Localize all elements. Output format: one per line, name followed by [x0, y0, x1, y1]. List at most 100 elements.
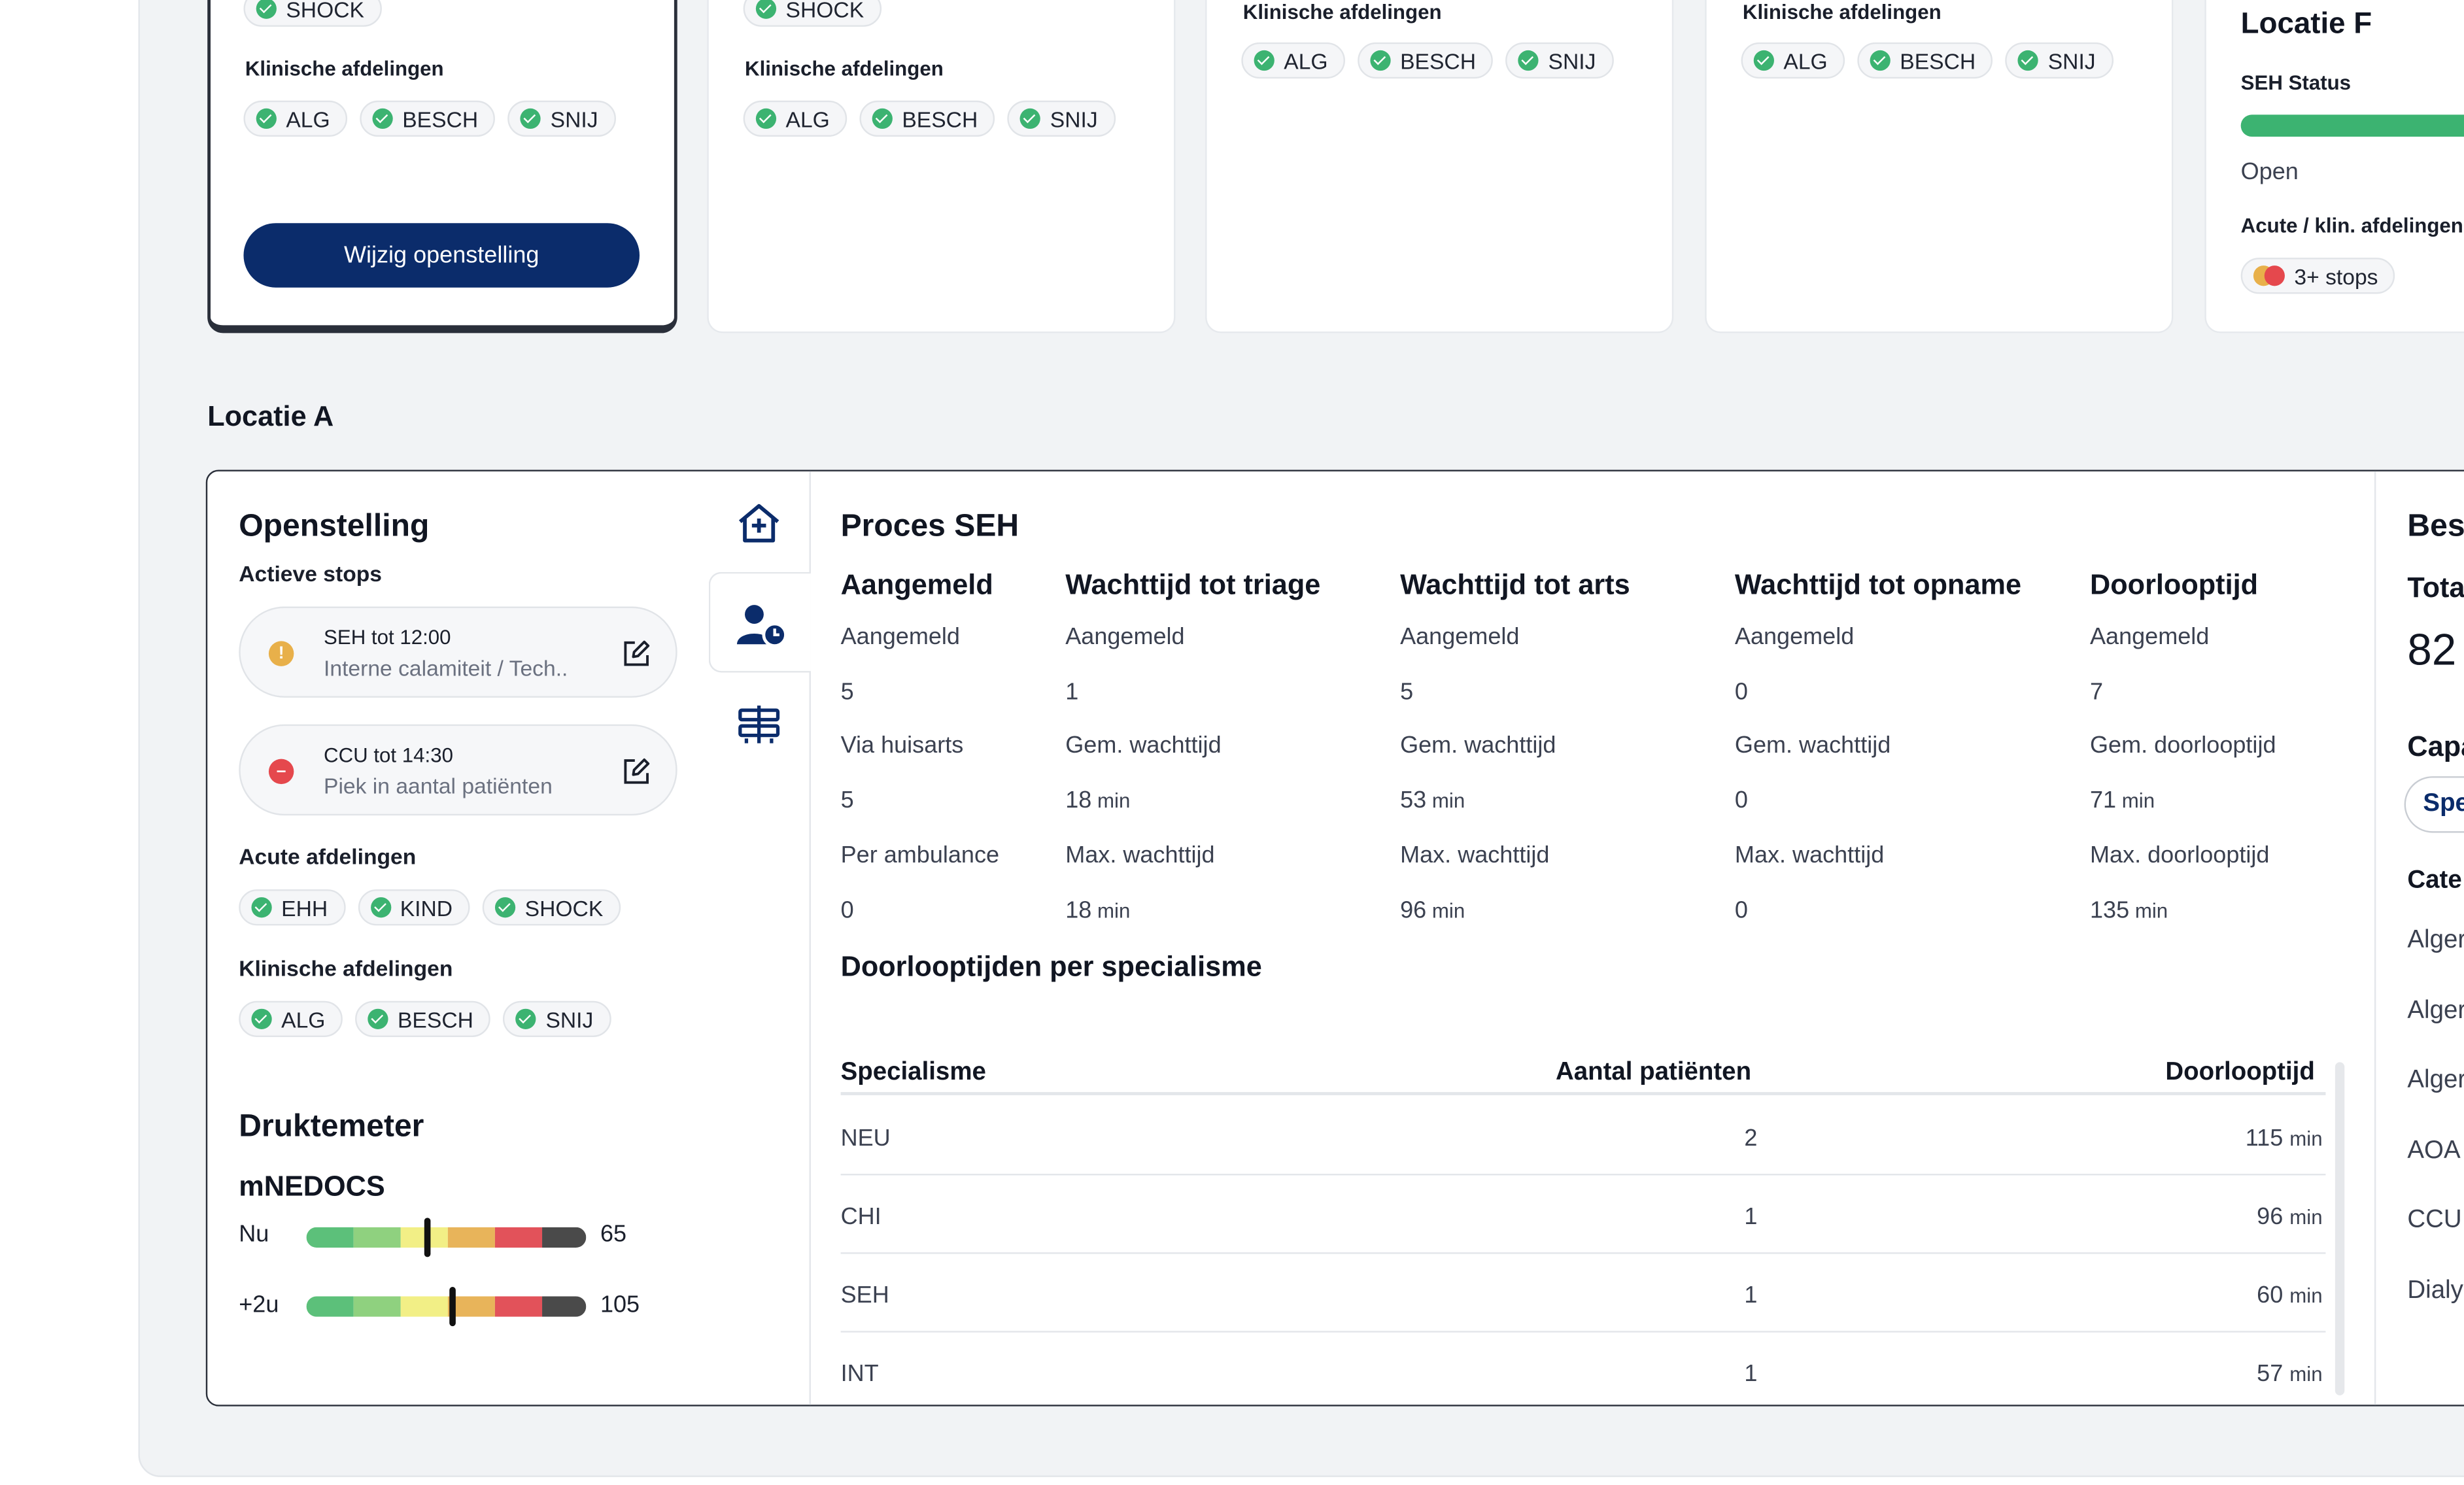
dept-chip: SNIJ [503, 1000, 611, 1037]
metric-value: 53 min [1400, 787, 1465, 814]
metric-value: 5 [840, 679, 854, 706]
capacity-label: Capa [2407, 730, 2464, 762]
active-stops-label: Actieve stops [239, 560, 383, 587]
dept-chip: SNIJ [2005, 42, 2113, 79]
cell-time: 96 min [2257, 1203, 2323, 1231]
clinical-chips: ALG BESCH SNIJ [239, 1000, 611, 1037]
tab-patients[interactable] [708, 572, 811, 673]
proces-col-header: Wachttijd tot arts [1400, 568, 1630, 600]
mnedocs-label: mNEDOCS [239, 1170, 385, 1203]
unit-label: min [2289, 1284, 2323, 1308]
check-icon [755, 0, 777, 19]
check-icon [1370, 50, 1391, 71]
stop-item[interactable]: ! SEH tot 12:00 Interne calamiteit / Tec… [239, 606, 677, 698]
check-icon [368, 1008, 388, 1029]
gauge-segment [353, 1227, 401, 1248]
category-label: Cate [2407, 867, 2462, 895]
metric-label: Max. wachttijd [1734, 842, 1885, 869]
dept-chip: ALG [743, 100, 847, 137]
unit-label: min [2289, 1126, 2323, 1150]
clinical-label: Klinische afdelingen [239, 955, 453, 981]
check-icon [1020, 108, 1041, 129]
metric-value: 71 min [2089, 787, 2155, 814]
table-header-divider [840, 1092, 2326, 1095]
category-item[interactable]: Alger [2407, 927, 2464, 954]
proces-col-header: Wachttijd tot opname [1734, 568, 2022, 600]
check-icon [370, 897, 391, 918]
cell-spec: INT [840, 1360, 879, 1388]
gauge-segment [400, 1296, 448, 1317]
cell-time: 57 min [2257, 1360, 2323, 1388]
cell-count: 1 [1744, 1203, 1758, 1231]
gauge-segment [494, 1296, 543, 1317]
dept-chip: EHH [239, 889, 345, 926]
change-openstelling-button[interactable]: Wijzig openstelling [243, 223, 640, 288]
location-card[interactable] [707, 0, 1176, 333]
col-header-count[interactable]: Aantal patiënten [1555, 1059, 1752, 1086]
right-panel-title: Bes [2407, 509, 2464, 544]
metric-value: 1 [1065, 679, 1079, 706]
toggle-label: Spe [2423, 790, 2464, 817]
tab-beds[interactable] [709, 672, 810, 773]
stops-chip: 3+ stops [2240, 258, 2395, 294]
mixed-status-icon [2253, 265, 2285, 286]
metric-value: 0 [1734, 679, 1748, 706]
bed-grid-icon [738, 705, 780, 743]
stops-chip-wrap: 3+ stops [2240, 258, 2395, 294]
col-header-spec[interactable]: Specialisme [840, 1059, 986, 1086]
gauge-segment [306, 1296, 354, 1317]
cell-count: 1 [1744, 1360, 1758, 1388]
cell-spec: NEU [840, 1125, 891, 1152]
table-row[interactable] [841, 1112, 2326, 1175]
table-row[interactable] [841, 1270, 2326, 1333]
col-header-time[interactable]: Doorlooptijd [2165, 1059, 2315, 1086]
metric-label: Gem. wachttijd [1400, 732, 1556, 759]
acute-clin-label: Acute / klin. afdelingen [2240, 213, 2463, 237]
clinical-chips-card3: ALG BESCH SNIJ [1241, 42, 1613, 79]
check-icon [755, 108, 777, 129]
dept-chip: ALG [243, 100, 348, 137]
edit-icon[interactable] [623, 757, 651, 785]
proces-col-header: Doorlooptijd [2089, 568, 2259, 600]
table-row[interactable] [841, 1191, 2326, 1254]
check-icon [1518, 50, 1539, 71]
category-item[interactable]: Dialy [2407, 1276, 2463, 1304]
stop-item[interactable]: – CCU tot 14:30 Piek in aantal patiënten [239, 724, 677, 816]
user-clock-icon [737, 605, 787, 648]
dept-chip: SNIJ [1007, 100, 1116, 137]
gauge-segment [447, 1296, 495, 1317]
dept-chip: BESCH [360, 100, 496, 137]
edit-icon[interactable] [623, 640, 651, 668]
gauge-segment [447, 1227, 495, 1248]
dept-chip: SHOCK [243, 0, 382, 27]
metric-label: Aangemeld [1734, 623, 1855, 651]
gauge-segment [306, 1227, 354, 1248]
metric-value: 5 [1400, 679, 1414, 706]
metric-value: 135 min [2089, 897, 2168, 924]
metric-value: 96 min [1400, 897, 1465, 924]
gauge-marker [449, 1287, 455, 1327]
table-scrollbar[interactable] [2335, 1062, 2345, 1395]
category-item[interactable]: Alger [2407, 1067, 2464, 1094]
cell-spec: CHI [840, 1203, 881, 1231]
clinical-chips-card2: ALG BESCH SNIJ [743, 100, 1116, 137]
category-item[interactable]: Alger [2407, 997, 2464, 1024]
category-item[interactable]: CCU [2407, 1206, 2462, 1234]
stop-title: SEH tot 12:00 [324, 625, 451, 649]
tab-hospital[interactable] [709, 471, 810, 572]
acute-chips: EHH KIND SHOCK [239, 889, 621, 926]
gauge-value: 65 [600, 1221, 627, 1248]
metric-label: Per ambulance [840, 842, 1000, 869]
gauge-label: Nu [239, 1221, 269, 1248]
check-icon [251, 1008, 272, 1029]
metric-label: Max. doorlooptijd [2089, 842, 2270, 869]
table-row[interactable] [841, 1348, 2326, 1411]
category-item[interactable]: AOA [2407, 1136, 2461, 1164]
check-icon [872, 108, 893, 129]
check-icon [1753, 50, 1774, 71]
location-title: Locatie F [2240, 8, 2372, 41]
seh-status-bar [2240, 114, 2464, 137]
specialism-toggle[interactable]: Spe [2404, 776, 2464, 833]
unit-label: min [1426, 898, 1465, 923]
unit-label: min [2289, 1362, 2323, 1386]
